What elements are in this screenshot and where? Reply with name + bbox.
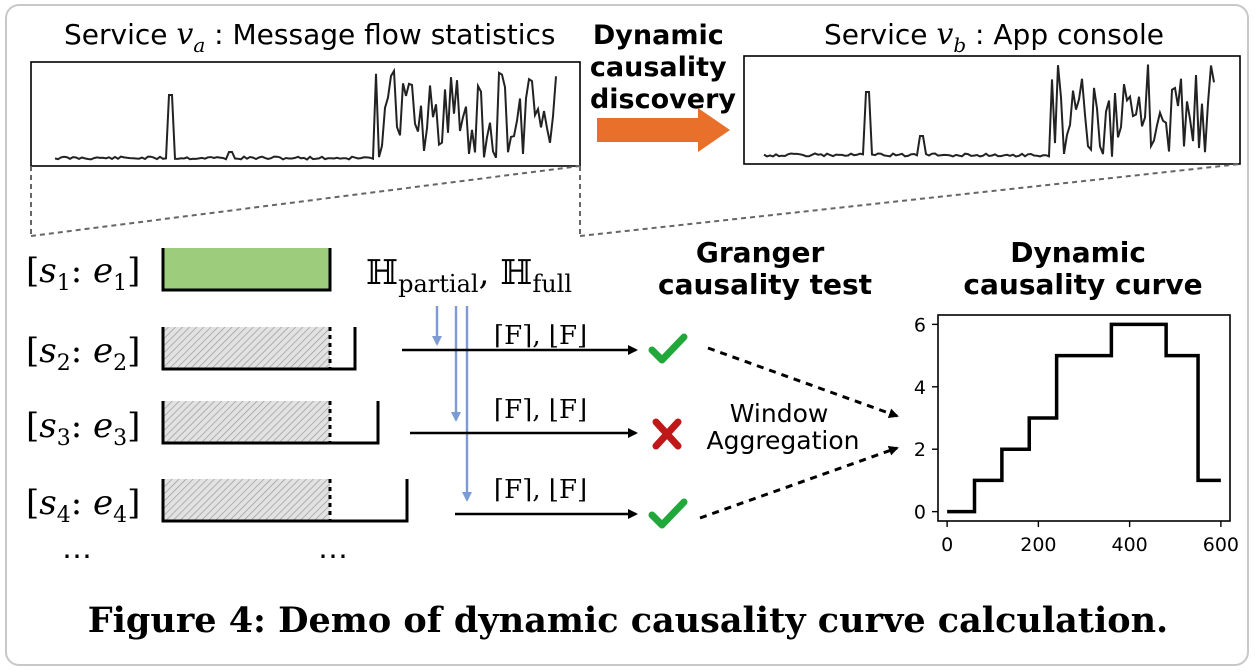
x-tick-label: 400 — [1111, 534, 1147, 556]
window-bar-3 — [161, 401, 380, 445]
window-bar-4 — [161, 479, 409, 523]
causality-curve-line — [947, 322, 1221, 514]
zoom-line-slant-left — [30, 165, 581, 237]
window-bar-2-fill — [163, 327, 330, 369]
diagram-canvas: Service va : Message flow statistics Ser… — [26, 17, 1241, 574]
check-icon — [648, 498, 688, 529]
aggregation-arrow-bottom — [699, 445, 899, 520]
window-bar-1 — [161, 248, 332, 292]
y-tick-label: 6 — [914, 314, 926, 336]
figure-frame — [5, 4, 1249, 666]
service-b-title: Service vb : App console — [824, 17, 1164, 57]
window-label-3: [s3: e3] — [26, 406, 140, 451]
bounds-label-1: ⌈F⌉, ⌊F⌋ — [494, 321, 587, 351]
window-label-2: [s2: e2] — [26, 331, 140, 376]
service-a-title: Service va : Message flow statistics — [64, 17, 556, 57]
curve-title: Dynamic causality curve — [963, 236, 1202, 301]
window-bar-1-fill — [163, 248, 330, 290]
granger-title: Granger causality test — [658, 236, 872, 301]
window-bar-2 — [161, 327, 357, 371]
x-tick-label: 200 — [1020, 534, 1056, 556]
causality-curve-chart: 0 200 400 600 0 2 4 6 — [914, 314, 1239, 556]
service-a-series-box — [30, 61, 581, 167]
window-bar-3-fill — [163, 401, 330, 443]
discovery-label: Dynamic causality discovery — [590, 20, 736, 115]
ellipsis-right: ⋯ — [318, 539, 348, 574]
check-icon — [648, 333, 688, 364]
ellipsis-left: ⋯ — [62, 539, 92, 574]
x-tick-label: 0 — [941, 534, 953, 556]
service-a-series-line — [54, 67, 557, 161]
zoom-line-slant-right — [579, 163, 1241, 237]
y-tick-label: 2 — [914, 439, 926, 461]
aggregation-label: Window Aggregation — [706, 399, 859, 455]
x-tick-label: 600 — [1203, 534, 1239, 556]
hypothesis-label: ℍpartial, ℍfull — [366, 253, 572, 298]
window-label-4: [s4: e4] — [26, 483, 140, 528]
y-tick-label: 4 — [914, 377, 926, 399]
window-label-1: [s1: e1] — [26, 251, 140, 296]
bounds-label-3: ⌈F⌉, ⌊F⌋ — [494, 475, 587, 505]
figure-caption: Figure 4: Demo of dynamic causality curv… — [87, 600, 1169, 641]
discovery-arrow — [597, 108, 730, 152]
y-tick-label: 0 — [914, 502, 926, 524]
chart-axes-frame — [937, 314, 1231, 522]
service-b-series-box — [743, 55, 1241, 165]
cross-icon — [652, 418, 682, 450]
service-b-series-line — [763, 64, 1215, 158]
window-bar-4-fill — [163, 479, 330, 521]
bounds-label-2: ⌈F⌉, ⌊F⌋ — [494, 395, 587, 425]
